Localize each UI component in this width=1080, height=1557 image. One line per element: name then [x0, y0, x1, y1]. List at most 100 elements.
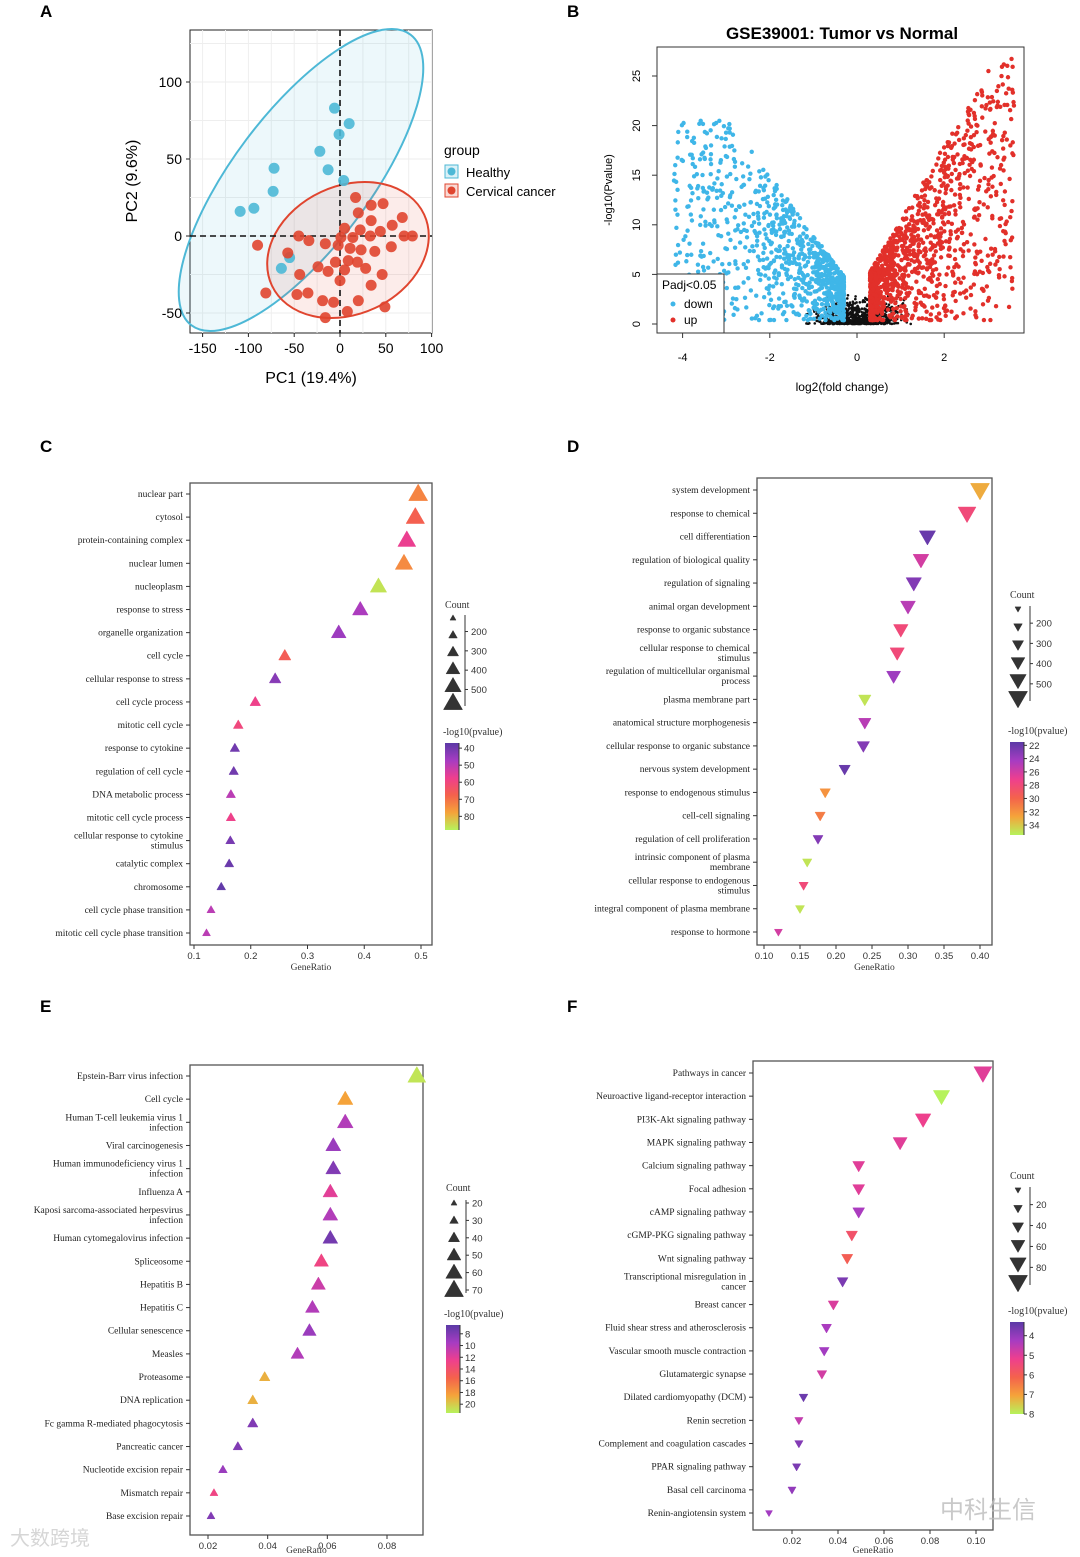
cancer-point [352, 295, 364, 307]
down-point [815, 241, 821, 246]
down-point [761, 257, 766, 263]
term-label-line: mitotic cell cycle [118, 721, 183, 731]
up-point [907, 290, 912, 295]
down-point [761, 185, 766, 191]
up-point [927, 179, 932, 185]
down-point [807, 280, 812, 285]
term-label: DNA metabolic process [92, 790, 183, 800]
term-label-line: mitotic cell cycle process [87, 813, 184, 823]
down-point [780, 311, 786, 317]
term-marker [787, 1486, 797, 1495]
term-label: response to stress [117, 606, 184, 616]
down-point [741, 221, 746, 226]
watermark-left: 大数跨境 [10, 1527, 90, 1550]
term-marker [310, 1276, 326, 1290]
down-point [753, 189, 758, 195]
term-label-line: infection [149, 1169, 183, 1180]
up-point [957, 200, 962, 206]
term-marker [322, 1229, 339, 1244]
term-label: cellular response to organic substance [606, 742, 750, 752]
up-point [903, 209, 909, 214]
down-point [672, 171, 677, 177]
healthy-point [314, 145, 326, 157]
up-point [939, 167, 944, 173]
count-legend-label: 40 [1036, 1221, 1047, 1232]
up-point [1007, 254, 1013, 260]
down-point [673, 162, 678, 168]
count-legend-marker [1013, 623, 1023, 632]
term-label: Measles [152, 1350, 183, 1360]
down-point [712, 181, 717, 186]
term-label-line: cell-cell signaling [682, 812, 750, 822]
down-point [761, 242, 766, 247]
up-point [936, 208, 942, 214]
up-point [1010, 198, 1015, 204]
ns-point [901, 301, 905, 305]
down-point [836, 288, 842, 294]
down-point [774, 254, 779, 260]
legend-box [656, 273, 725, 334]
down-point [782, 246, 787, 252]
up-point [921, 274, 926, 279]
term-marker [893, 624, 909, 638]
up-point [946, 219, 951, 225]
x-tick-label: -100 [234, 340, 262, 356]
up-point [989, 175, 994, 180]
up-point [928, 240, 933, 245]
up-point [952, 248, 958, 253]
down-point [837, 300, 842, 306]
term-label-line: Measles [152, 1350, 183, 1360]
cancer-point [329, 256, 341, 268]
term-label-line: cytosol [156, 513, 184, 523]
ns-point [861, 314, 865, 318]
term-label-line: regulation of multicellular organismal [606, 666, 750, 677]
count-legend-label: 500 [1036, 679, 1052, 690]
up-point [929, 279, 935, 284]
down-point [676, 129, 681, 135]
up-point [906, 221, 912, 227]
cancer-point [385, 241, 397, 253]
up-point [994, 192, 999, 198]
up-point [912, 300, 917, 306]
term-label-line: infection [149, 1122, 183, 1133]
count-legend-label: 200 [1036, 619, 1052, 630]
up-point [972, 242, 977, 247]
down-point [755, 254, 761, 259]
term-marker [247, 1394, 259, 1405]
up-point [948, 204, 953, 209]
up-point [903, 308, 908, 313]
up-point [995, 99, 1001, 105]
down-point [801, 256, 806, 262]
term-label-line: intrinsic component of plasma [635, 852, 751, 863]
up-point [985, 95, 991, 100]
up-point [907, 252, 913, 257]
down-point [816, 309, 822, 314]
cancer-point [398, 230, 410, 242]
up-point [884, 290, 890, 296]
up-point [1004, 219, 1009, 224]
down-point [830, 294, 836, 300]
down-point [685, 228, 690, 233]
up-point [990, 252, 995, 257]
up-point [961, 290, 967, 295]
term-label-line: nucleoplasm [135, 582, 184, 592]
up-point [949, 309, 954, 314]
down-point [708, 161, 714, 167]
up-point [980, 93, 985, 98]
term-label-line: cancer [721, 1282, 747, 1292]
down-point [747, 176, 752, 182]
down-point [720, 262, 725, 267]
term-label: Kaposi sarcoma-associated herpesvirus inf… [34, 1206, 184, 1226]
term-marker [232, 1441, 244, 1451]
up-point [1009, 278, 1015, 284]
down-point [743, 245, 748, 250]
term-label-line: process [722, 677, 751, 687]
x-tick-label: 0.25 [863, 951, 882, 962]
down-point [673, 252, 679, 257]
term-label: Glutamatergic synapse [659, 1370, 746, 1380]
down-point [824, 290, 829, 295]
up-point [868, 295, 874, 300]
down-point [800, 251, 805, 256]
up-point [953, 208, 958, 213]
down-point [744, 305, 749, 310]
